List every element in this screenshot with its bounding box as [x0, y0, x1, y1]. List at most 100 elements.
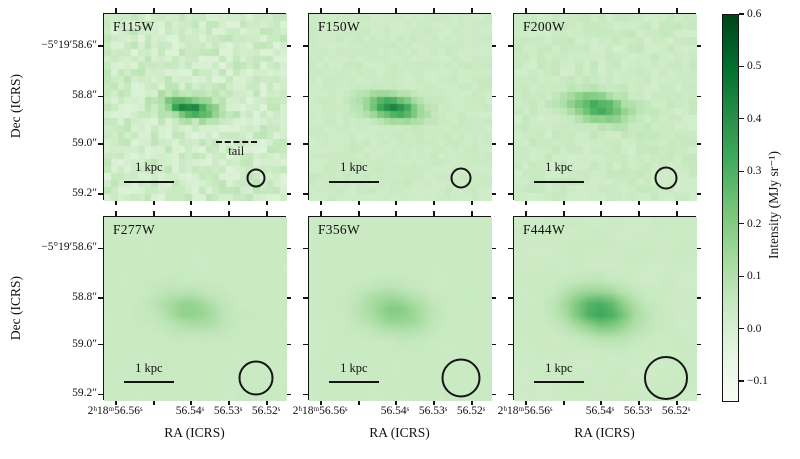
x-tick-mark	[676, 400, 678, 405]
colorbar-tick-label: −0.1	[747, 375, 768, 388]
x-tick-mark	[358, 8, 360, 13]
colorbar-tick-mark	[739, 223, 744, 225]
y-tick-mark	[98, 247, 103, 250]
colorbar-tick-label: 0.4	[747, 112, 762, 125]
x-tick-mark	[525, 400, 527, 405]
y-tick-mark	[303, 143, 308, 145]
ra-tick-label: 2ʰ18ᵐ56.56ˢ	[292, 405, 348, 417]
y-tick-mark	[286, 193, 291, 195]
x-tick-mark	[320, 8, 322, 13]
x-tick-mark	[676, 211, 678, 216]
ra-tick-label: 56.54ˢ	[585, 405, 615, 417]
panel-filter-label: F444W	[523, 222, 565, 237]
y-tick-mark	[696, 45, 701, 47]
beam-size-circle	[246, 168, 266, 188]
y-tick-mark	[491, 95, 496, 97]
x-tick-mark	[358, 200, 360, 205]
beam-size-circle	[238, 360, 274, 396]
image-panel-f356w: F356W 1 kpc	[303, 211, 496, 405]
colorbar-tick-mark	[739, 65, 744, 68]
x-tick-mark	[190, 8, 192, 13]
x-tick-mark	[358, 211, 360, 216]
colorbar-gradient	[722, 14, 739, 402]
tail-annotation-label: tail	[228, 144, 245, 159]
x-tick-mark	[395, 200, 397, 205]
x-tick-mark	[433, 8, 435, 13]
x-tick-mark	[525, 200, 527, 205]
x-tick-mark	[153, 211, 155, 216]
x-tick-mark	[433, 400, 435, 405]
x-tick-mark	[563, 8, 565, 13]
x-tick-mark	[563, 200, 565, 205]
x-tick-mark	[471, 400, 473, 405]
x-tick-mark	[228, 200, 230, 205]
ra-tick-label: 56.52ˢ	[456, 405, 486, 417]
ra-tick-label: 56.54ˢ	[175, 405, 205, 417]
x-tick-mark	[266, 211, 268, 216]
beam-size-circle	[643, 356, 688, 400]
ra-tick-label: 56.52ˢ	[251, 405, 281, 417]
y-tick-mark	[98, 45, 103, 47]
colorbar-tick-label: 0.5	[747, 60, 762, 73]
x-tick-mark	[600, 400, 602, 405]
x-tick-mark	[190, 200, 192, 205]
y-tick-mark	[98, 297, 103, 299]
x-tick-mark	[600, 200, 602, 205]
x-tick-mark	[676, 8, 678, 13]
dec-tick-label: 59.2″	[72, 387, 97, 400]
y-tick-mark	[303, 344, 308, 346]
y-tick-mark	[696, 95, 701, 97]
dec-tick-label: −5°19′58.6″	[41, 38, 97, 51]
y-tick-mark	[508, 45, 513, 47]
y-tick-mark	[303, 393, 308, 395]
y-tick-mark	[98, 95, 103, 97]
scalebar-1kpc-line	[124, 180, 174, 183]
y-tick-mark	[508, 344, 513, 346]
colorbar-tick-label: 0.1	[747, 270, 762, 283]
dec-tick-label: 59.0″	[72, 337, 97, 350]
x-tick-mark	[266, 400, 268, 405]
colorbar-tick-mark	[739, 118, 744, 120]
y-tick-mark	[303, 45, 308, 47]
y-tick-mark	[696, 193, 701, 195]
x-tick-mark	[190, 211, 192, 216]
image-panel-f277w: F277W 1 kpc	[98, 211, 291, 405]
y-tick-mark	[508, 193, 513, 195]
y-tick-mark	[508, 247, 513, 250]
x-tick-mark	[638, 200, 640, 205]
y-tick-mark	[491, 193, 496, 195]
x-tick-mark	[115, 400, 117, 405]
ra-tick-label: 2ʰ18ᵐ56.56ˢ	[87, 405, 143, 417]
x-tick-mark	[358, 400, 360, 405]
y-tick-mark	[98, 143, 103, 145]
x-tick-mark	[600, 8, 602, 13]
x-tick-mark	[638, 8, 640, 13]
x-tick-mark	[638, 211, 640, 216]
panel-filter-label: F150W	[318, 19, 360, 34]
image-panel-f115w: F115W 1 kpc tail	[98, 8, 291, 205]
y-tick-mark	[286, 344, 291, 346]
panel-filter-label: F200W	[523, 19, 565, 34]
colorbar-tick-label: 0.3	[747, 165, 762, 178]
y-tick-mark	[303, 297, 308, 299]
image-panel-f444w: F444W 1 kpc	[508, 211, 701, 405]
colorbar-tick-mark	[739, 380, 744, 382]
ra-tick-label: 56.53ˢ	[418, 405, 448, 417]
scalebar-1kpc-label: 1 kpc	[340, 360, 368, 375]
ra-tick-label: 56.52ˢ	[661, 405, 691, 417]
dec-tick-label: 59.2″	[72, 187, 97, 200]
colorbar-tick-mark	[739, 170, 744, 172]
x-tick-mark	[600, 211, 602, 216]
colorbar-axis-label: Intensity (MJy sr⁻¹)	[766, 151, 781, 259]
ra-axis-label: RA (ICRS)	[164, 425, 225, 440]
y-tick-mark	[286, 95, 291, 97]
tail-dashed-line	[215, 141, 257, 144]
x-tick-mark	[471, 200, 473, 205]
scalebar-1kpc-line	[534, 381, 584, 384]
y-tick-mark	[98, 344, 103, 346]
x-tick-mark	[320, 400, 322, 405]
x-tick-mark	[525, 8, 527, 13]
ra-tick-label: 56.53ˢ	[213, 405, 243, 417]
scalebar-1kpc-label: 1 kpc	[340, 159, 368, 174]
